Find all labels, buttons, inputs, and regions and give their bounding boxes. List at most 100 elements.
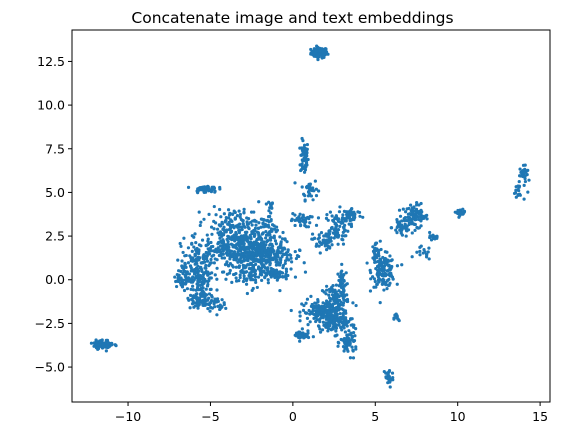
scatter-point: [344, 219, 348, 223]
scatter-point: [231, 237, 236, 241]
scatter-point: [253, 272, 258, 276]
scatter-point: [234, 258, 238, 262]
scatter-point: [241, 222, 245, 226]
scatter-point: [410, 255, 414, 259]
scatter-point: [351, 331, 356, 335]
scatter-point: [308, 320, 312, 324]
scatter-point: [199, 286, 203, 291]
scatter-point: [327, 232, 332, 236]
scatter-point: [414, 215, 418, 220]
scatter-point: [106, 341, 110, 345]
scatter-point: [237, 222, 242, 226]
scatter-point: [232, 250, 236, 254]
scatter-point: [342, 226, 346, 230]
scatter-point: [198, 278, 202, 282]
scatter-point: [252, 242, 257, 246]
scatter-point: [207, 212, 211, 216]
scatter-point: [344, 271, 348, 275]
scatter-point: [278, 235, 282, 239]
scatter-point: [191, 294, 196, 298]
scatter-point: [213, 257, 217, 261]
scatter-point: [103, 341, 108, 345]
scatter-point: [318, 317, 322, 321]
scatter-point: [268, 252, 272, 256]
scatter-point: [309, 194, 313, 198]
scatter-point: [246, 252, 251, 256]
scatter-point: [318, 327, 322, 331]
scatter-point: [337, 298, 342, 302]
scatter-point: [314, 223, 319, 227]
scatter-point: [254, 257, 259, 261]
scatter-point: [219, 253, 223, 257]
scatter-point: [228, 237, 232, 241]
scatter-point: [244, 270, 249, 274]
scatter-point: [326, 317, 330, 322]
scatter-point: [183, 278, 187, 282]
scatter-point: [189, 269, 193, 273]
scatter-point: [240, 255, 244, 259]
scatter-point: [226, 208, 231, 212]
scatter-point: [190, 249, 194, 253]
scatter-point: [341, 316, 345, 320]
scatter-point: [328, 210, 332, 214]
scatter-point: [232, 233, 236, 237]
scatter-point: [298, 330, 302, 334]
scatter-point: [254, 250, 258, 255]
scatter-point: [419, 219, 423, 223]
scatter-point: [326, 301, 331, 305]
scatter-point: [346, 229, 350, 233]
scatter-point: [207, 249, 211, 253]
scatter-point: [105, 343, 109, 348]
scatter-point: [372, 277, 377, 281]
scatter-point: [332, 236, 336, 240]
scatter-point: [336, 228, 341, 232]
scatter-point: [404, 234, 408, 238]
scatter-point: [376, 259, 380, 264]
scatter-point: [248, 243, 253, 247]
scatter-point: [361, 215, 365, 219]
scatter-point: [516, 184, 520, 188]
scatter-point: [522, 197, 526, 201]
scatter-point: [397, 318, 401, 323]
scatter-point: [298, 319, 302, 323]
scatter-point: [305, 297, 310, 301]
scatter-point: [236, 260, 240, 264]
scatter-point: [257, 200, 261, 204]
scatter-point: [343, 311, 347, 315]
scatter-point: [203, 260, 207, 264]
scatter-point: [218, 307, 222, 311]
scatter-point: [340, 328, 344, 332]
y-tick-label: 2.5: [45, 229, 65, 244]
scatter-point: [250, 269, 254, 273]
scatter-point: [300, 185, 304, 189]
scatter-point: [391, 375, 395, 380]
scatter-point: [202, 291, 206, 295]
scatter-point: [344, 210, 348, 214]
scatter-point: [254, 223, 258, 227]
scatter-point: [339, 285, 344, 290]
scatter-point: [280, 271, 285, 275]
scatter-point: [245, 277, 249, 282]
scatter-point: [354, 326, 358, 331]
scatter-point: [327, 229, 332, 233]
scatter-point: [321, 320, 325, 324]
scatter-point: [270, 229, 274, 233]
scatter-point: [295, 254, 300, 258]
scatter-point: [289, 218, 294, 223]
scatter-point: [351, 213, 355, 218]
scatter-point: [217, 250, 222, 254]
scatter-point: [329, 226, 334, 230]
scatter-point: [333, 323, 337, 327]
scatter-point: [320, 328, 325, 332]
scatter-point: [237, 264, 242, 268]
scatter-point: [325, 304, 330, 309]
scatter-point: [318, 320, 322, 324]
scatter-point: [317, 233, 321, 237]
scatter-point: [220, 220, 224, 225]
scatter-point: [338, 312, 342, 316]
scatter-point: [323, 234, 327, 238]
scatter-point: [214, 213, 218, 217]
scatter-point: [378, 257, 383, 261]
scatter-point: [305, 332, 309, 336]
scatter-point: [419, 224, 423, 228]
